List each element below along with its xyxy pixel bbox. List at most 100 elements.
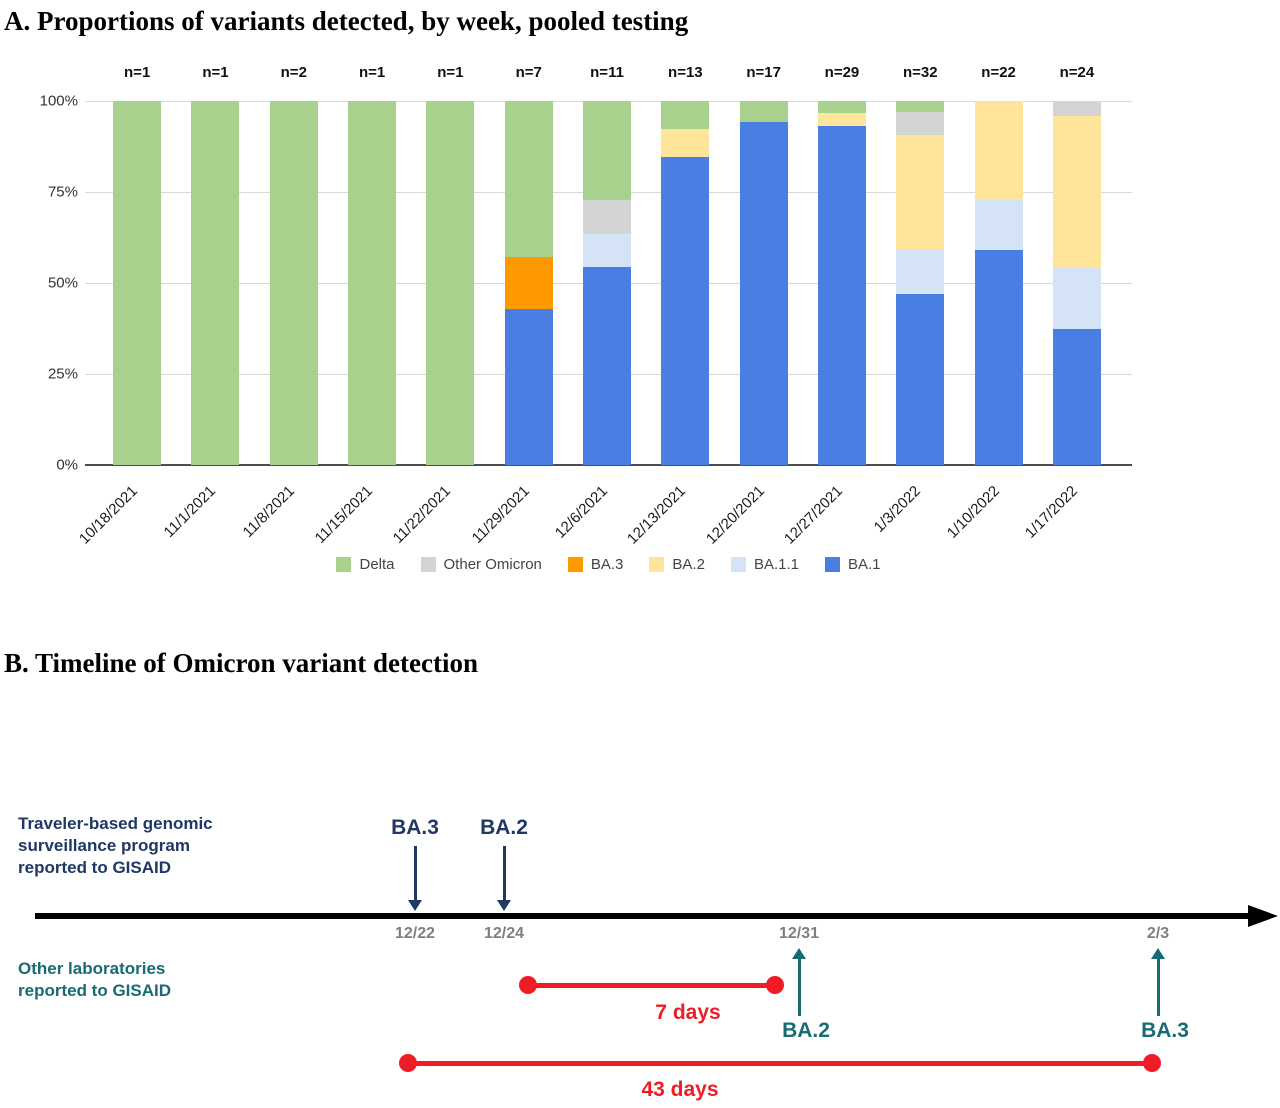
bar-segment-ba-2 <box>974 101 1023 201</box>
bar-group <box>817 101 866 465</box>
bar-segment-ba-1-1 <box>583 233 632 267</box>
bar-slot <box>490 101 568 465</box>
up-arrowhead-icon <box>1151 948 1165 959</box>
legend-item: BA.3 <box>567 556 623 573</box>
n-count-label: n=24 <box>1059 64 1095 81</box>
bar-segment-other-omicron <box>583 200 632 234</box>
duration-span-line <box>528 982 775 988</box>
sample-size-labels: n=1 n=1 n=2 n=1 n=1 n=7 n=11 n=13 n=17 n=29 n=32 n=… <box>98 64 1116 81</box>
n-count-label: n=22 <box>981 64 1016 81</box>
traveler-label-line: surveillance program <box>18 836 190 855</box>
legend-item: Delta <box>336 556 395 573</box>
y-axis-tick-label: 0% <box>56 456 78 474</box>
n-count-label: n=1 <box>202 64 229 81</box>
down-arrowhead-icon <box>408 900 422 911</box>
date-label: 12/24 <box>483 925 525 942</box>
panel-a-title: A. Proportions of variants detected, by … <box>4 6 689 36</box>
bar-slot <box>255 101 333 465</box>
bar-segment-delta <box>896 101 945 113</box>
n-count-label: n=1 <box>358 64 386 81</box>
duration-span-endpoint-dot <box>1143 1054 1161 1072</box>
other-labs-label-line: Other laboratories <box>18 959 166 978</box>
gridline <box>85 464 1132 466</box>
y-axis-tick-label: 75% <box>47 183 78 201</box>
up-arrow-icon <box>797 958 801 1016</box>
bar-segment-delta <box>583 101 632 201</box>
n-count-label: n=13 <box>668 64 703 81</box>
date-label: 12/22 <box>394 925 436 942</box>
legend-swatch-ba-2 <box>649 557 665 572</box>
bar-segment-delta <box>661 101 710 130</box>
bar-segment-delta <box>504 101 553 257</box>
bar-segment-ba-1 <box>661 157 710 465</box>
duration-span-label: 7 days <box>655 1001 721 1024</box>
bar-segment-ba-1 <box>504 309 553 465</box>
bar-group <box>661 101 710 465</box>
legend-item: BA.2 <box>649 556 705 573</box>
bar-group <box>191 101 240 465</box>
bar-segment-delta <box>113 101 162 465</box>
bar-slot <box>333 101 411 465</box>
y-axis-tick-label: 100% <box>39 92 78 110</box>
bar-segment-delta <box>426 101 475 465</box>
chart-legend: Delta Other Omicron BA.3 BA.2 BA.1.1 BA.1 <box>85 556 1132 573</box>
variant-label-bottom: BA.3 <box>1141 1019 1189 1042</box>
n-count-label: n=32 <box>902 64 938 81</box>
duration-span-label: 43 days <box>641 1078 719 1101</box>
date-label: 2/3 <box>1146 925 1170 942</box>
y-axis-tick-label: 50% <box>47 274 78 292</box>
variant-label-bottom: BA.2 <box>782 1019 830 1042</box>
bar-slot <box>725 101 803 465</box>
bar-group <box>426 101 475 465</box>
legend-label: BA.2 <box>672 556 705 573</box>
bar-slot <box>176 101 254 465</box>
bar-segment-ba-1 <box>1052 328 1101 465</box>
legend-item: BA.1 <box>824 556 881 573</box>
bar-segment-other-omicron <box>896 112 945 136</box>
bar-slot <box>959 101 1037 465</box>
bar-group <box>974 101 1023 465</box>
bar-segment-ba-1 <box>896 294 945 465</box>
bar-segment-ba-1 <box>974 249 1023 465</box>
bar-segment-ba-2 <box>1052 116 1101 268</box>
bar-group <box>504 101 553 465</box>
bar-segment-delta <box>191 101 240 465</box>
legend-label: BA.1 <box>847 556 881 573</box>
down-arrowhead-icon <box>497 900 511 911</box>
bar-slot <box>411 101 489 465</box>
down-arrow-icon <box>502 846 506 902</box>
bar-segment-other-omicron <box>1052 101 1101 117</box>
bar-segment-ba-2 <box>817 113 866 126</box>
bar-slot <box>98 101 176 465</box>
legend-item: BA.1.1 <box>730 556 799 573</box>
bar-segment-ba-1 <box>817 125 866 465</box>
bar-segment-ba-3 <box>504 257 553 309</box>
duration-span-line <box>408 1060 1152 1066</box>
bar-group <box>583 101 632 465</box>
bar-group <box>269 101 318 465</box>
panel-b-title: B. Timeline of Omicron variant detection <box>4 648 478 678</box>
bar-segment-ba-1-1 <box>1052 267 1101 329</box>
bar-segment-ba-1 <box>583 266 632 465</box>
bar-group <box>348 101 397 465</box>
duration-span-endpoint-dot <box>399 1054 417 1072</box>
duration-span-endpoint-dot <box>766 976 784 994</box>
up-arrow-icon <box>1156 958 1160 1016</box>
bar-group <box>896 101 945 465</box>
traveler-label-line: Traveler-based genomic <box>18 814 213 833</box>
bar-group <box>739 101 788 465</box>
bar-group <box>113 101 162 465</box>
n-count-label: n=1 <box>124 64 151 81</box>
timeline-axis <box>35 913 1248 919</box>
n-count-label: n=1 <box>437 64 464 81</box>
n-count-label: n=17 <box>746 64 781 81</box>
bar-segment-ba-1 <box>739 122 788 465</box>
variant-label-top: BA.3 <box>391 816 439 839</box>
bar-slot <box>803 101 881 465</box>
legend-swatch-ba-3 <box>567 557 583 572</box>
bar-slot <box>646 101 724 465</box>
bar-group <box>1052 101 1101 465</box>
bar-segment-ba-1-1 <box>974 200 1023 250</box>
